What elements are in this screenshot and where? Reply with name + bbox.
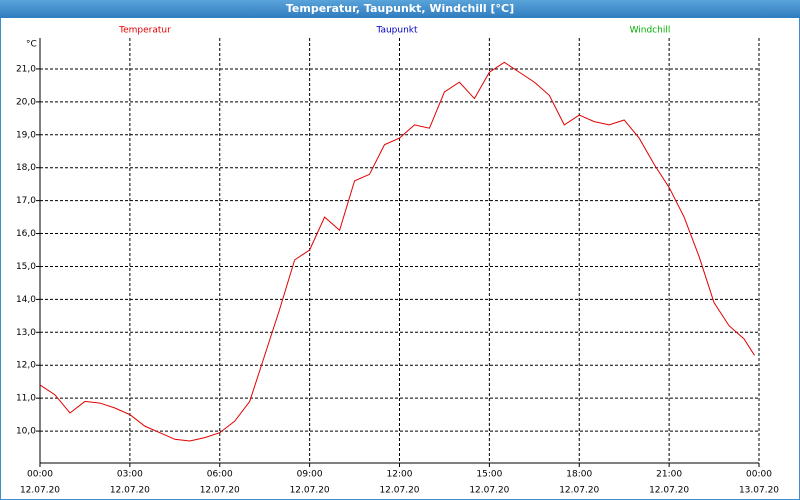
y-tick-label: 16,0 [16,229,36,239]
y-tick-label: 21,0 [16,64,36,74]
x-tick-label: 12:00 [387,470,413,480]
x-tick-label: 15:00 [476,470,502,480]
x-tick-date: 13.07.20 [739,486,779,496]
x-tick-date: 12.07.20 [379,486,419,496]
x-tick-date: 12.07.20 [200,486,240,496]
x-tick-label: 00:00 [746,470,772,480]
x-tick-label: 09:00 [297,470,323,480]
x-tick-date: 12.07.20 [649,486,689,496]
chart-title: Temperatur, Taupunkt, Windchill [°C] [286,2,514,15]
title-bar [0,0,800,18]
x-tick-date: 12.07.20 [559,486,599,496]
x-tick-label: 03:00 [117,470,143,480]
x-tick-date: 12.07.20 [20,486,60,496]
y-tick-label: 17,0 [16,196,36,206]
x-tick-label: 21:00 [656,470,682,480]
y-tick-label: 11,0 [16,394,36,404]
y-tick-label: 19,0 [16,130,36,140]
x-tick-date: 12.07.20 [110,486,150,496]
x-tick-date: 12.07.20 [290,486,330,496]
x-tick-label: 06:00 [207,470,233,480]
x-tick-label: 18:00 [566,470,592,480]
y-tick-label: 12,0 [16,361,36,371]
series-line [39,61,755,442]
y-tick-label: 18,0 [16,163,36,173]
y-unit: °C [26,40,37,50]
y-tick-label: 13,0 [16,328,36,338]
y-tick-label: 14,0 [16,295,36,305]
y-tick-label: 15,0 [16,262,36,272]
legend-entry: Taupunkt [375,26,418,36]
y-tick-label: 20,0 [16,97,36,107]
x-tick-date: 12.07.20 [469,486,509,496]
y-tick-label: 10,0 [16,427,36,437]
x-tick-label: 00:00 [27,470,53,480]
legend-entry: Windchill [630,26,671,36]
legend-entry: Temperatur [118,26,171,36]
